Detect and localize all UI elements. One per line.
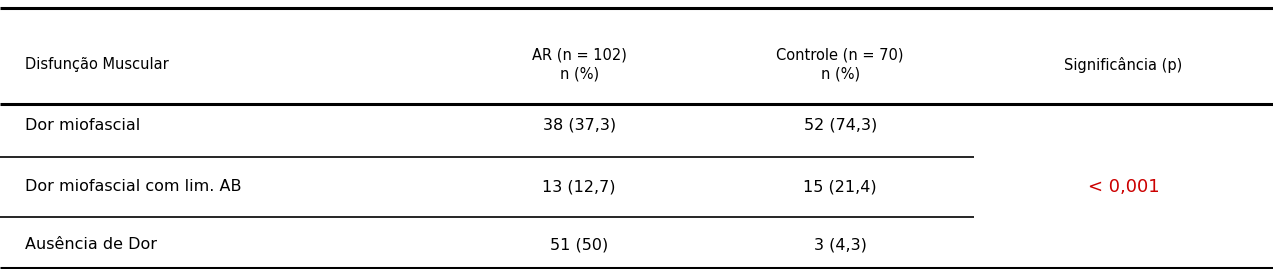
Text: Disfunção Muscular: Disfunção Muscular	[25, 57, 169, 72]
Text: Controle (n = 70)
n (%): Controle (n = 70) n (%)	[777, 48, 904, 81]
Text: 13 (12,7): 13 (12,7)	[542, 179, 616, 194]
Text: Significância (p): Significância (p)	[1064, 56, 1183, 73]
Text: AR (n = 102)
n (%): AR (n = 102) n (%)	[532, 48, 626, 81]
Text: Ausência de Dor: Ausência de Dor	[25, 237, 158, 252]
Text: 52 (74,3): 52 (74,3)	[803, 118, 877, 133]
Text: < 0,001: < 0,001	[1087, 178, 1160, 196]
Text: 3 (4,3): 3 (4,3)	[813, 237, 867, 252]
Text: 51 (50): 51 (50)	[550, 237, 608, 252]
Text: Dor miofascial com lim. AB: Dor miofascial com lim. AB	[25, 179, 242, 194]
Text: 38 (37,3): 38 (37,3)	[542, 118, 616, 133]
Text: Dor miofascial: Dor miofascial	[25, 118, 141, 133]
Text: 15 (21,4): 15 (21,4)	[803, 179, 877, 194]
